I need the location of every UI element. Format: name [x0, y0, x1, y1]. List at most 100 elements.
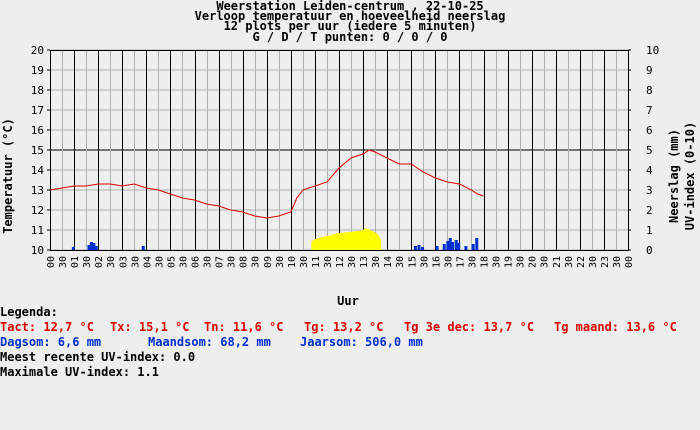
y2-tick-label: 5 — [646, 144, 653, 157]
x-tick-label: 05 — [166, 256, 177, 268]
x-tick-label: 22 — [576, 256, 587, 268]
x-axis-label: Uur — [337, 294, 359, 308]
x-minor-tick-label: 30 — [443, 256, 454, 268]
x-minor-tick-label: 30 — [564, 256, 575, 268]
x-tick-label: 21 — [552, 256, 563, 268]
y-tick-label: 11 — [31, 224, 44, 237]
x-minor-tick-label: 30 — [347, 256, 358, 268]
x-tick-label: 19 — [504, 256, 515, 268]
y2-tick-label: 1 — [646, 224, 653, 237]
y-tick-label: 12 — [31, 204, 44, 217]
rain-bar — [413, 246, 417, 250]
grid — [50, 49, 629, 251]
legend-uv-max: Maximale UV-index: 1.1 — [0, 365, 159, 379]
rain-bar — [451, 242, 455, 250]
rain-bar — [435, 246, 439, 250]
x-tick-label: 04 — [142, 256, 153, 268]
legend-dagsom: Dagsom: 6,6 mm — [0, 335, 102, 349]
x-tick-label: 15 — [407, 256, 418, 268]
weather-chart: Weerstation Leiden-centrum , 22-10-25 Ve… — [1, 0, 697, 308]
legend-uv-recent: Meest recente UV-index: 0.0 — [0, 350, 196, 364]
rain-bar — [87, 245, 91, 250]
x-minor-tick-label: 30 — [588, 256, 599, 268]
x-tick-label: 12 — [335, 256, 346, 268]
legend-tn: Tn: 11,6 °C — [204, 320, 284, 334]
rain-bar — [141, 246, 145, 250]
y-tick-label: 13 — [31, 184, 44, 197]
x-tick-label: 17 — [455, 256, 466, 268]
rain-bar — [464, 246, 468, 250]
rain-bar — [475, 238, 479, 250]
y2-tick-label: 3 — [646, 184, 653, 197]
x-minor-tick-label: 30 — [612, 256, 623, 268]
x-tick-label: 03 — [118, 256, 129, 268]
x-tick-label: 06 — [191, 256, 202, 268]
y-tick-label: 20 — [31, 44, 44, 57]
x-minor-tick-label: 30 — [227, 256, 238, 268]
x-minor-tick-label: 30 — [82, 256, 93, 268]
legend-tact: Tact: 12,7 °C — [0, 320, 94, 334]
rain-bar — [454, 240, 458, 250]
x-tick-label: 00 — [624, 256, 635, 268]
legend-rain-row: Dagsom: 6,6 mm Maandsom: 68,2 mm Jaarsom… — [0, 335, 700, 349]
y2-tick-label: 8 — [646, 84, 653, 97]
legend-title: Legenda: — [0, 305, 58, 319]
rain-bar — [92, 243, 96, 250]
legend-temperature-row: Tact: 12,7 °C Tx: 15,1 °C Tn: 11,6 °C Tg… — [0, 320, 700, 334]
y-tick-label: 16 — [31, 124, 44, 137]
y-tick-label: 19 — [31, 64, 44, 77]
chart-titles: Weerstation Leiden-centrum , 22-10-25 Ve… — [195, 0, 506, 44]
legend-tg-maand: Tg maand: 13,6 °C — [554, 320, 677, 334]
title-description: Verloop temperatuur en hoeveelheid neers… — [195, 9, 506, 23]
x-tick-label: 11 — [311, 256, 322, 268]
y-tick-label: 17 — [31, 104, 44, 117]
rain-bar — [89, 242, 93, 250]
x-minor-tick-label: 30 — [299, 256, 310, 268]
x-tick-label: 23 — [600, 256, 611, 268]
x-minor-tick-label: 30 — [154, 256, 165, 268]
y2-tick-label: 9 — [646, 64, 653, 77]
x-minor-tick-label: 30 — [275, 256, 286, 268]
x-minor-tick-label: 30 — [130, 256, 141, 268]
x-tick-label: 10 — [287, 256, 298, 268]
x-minor-tick-label: 30 — [395, 256, 406, 268]
x-minor-tick-label: 30 — [251, 256, 262, 268]
legend-tx: Tx: 15,1 °C — [110, 320, 190, 334]
temperature-line — [49, 149, 484, 219]
y2-tick-label: 0 — [646, 244, 653, 257]
y2-tick-label: 2 — [646, 204, 653, 217]
rain-bar — [421, 247, 425, 250]
rain-bar — [442, 244, 446, 250]
rain-bar — [417, 245, 421, 250]
y-tick-label: 15 — [31, 144, 44, 157]
y-axis-label-temperature: Temperatuur (°C) — [1, 118, 15, 234]
uv-area — [311, 228, 382, 250]
x-tick-label: 20 — [528, 256, 539, 268]
x-minor-tick-label: 30 — [467, 256, 478, 268]
y-tick-label: 10 — [31, 244, 44, 257]
x-tick-label: 02 — [94, 256, 105, 268]
x-minor-tick-label: 30 — [106, 256, 117, 268]
rain-bar — [94, 246, 98, 250]
x-tick-label: 01 — [70, 256, 81, 268]
x-minor-tick-label: 30 — [371, 256, 382, 268]
x-tick-label: 07 — [215, 256, 226, 268]
temperature-line-group — [49, 149, 484, 219]
legend-maandsom: Maandsom: 68,2 mm — [148, 335, 271, 349]
x-tick-label: 18 — [480, 256, 491, 268]
x-tick-label: 13 — [359, 256, 370, 268]
legend-tg-3e-dec: Tg 3e dec: 13,7 °C — [404, 320, 535, 334]
x-tick-label: 09 — [263, 256, 274, 268]
legend-tg: Tg: 13,2 °C — [304, 320, 384, 334]
x-tick-label: 14 — [383, 256, 394, 268]
rain-bar — [446, 241, 450, 250]
y-tick-label: 14 — [31, 164, 45, 177]
uv-index-area — [311, 228, 382, 250]
y-tick-label: 18 — [31, 84, 44, 97]
title-points: G / D / T punten: 0 / 0 / 0 — [252, 30, 447, 44]
x-tick-label: 00 — [46, 256, 57, 268]
x-minor-tick-label: 30 — [540, 256, 551, 268]
rain-bar — [457, 243, 461, 250]
y-axis-label-rain: Neerslag (mm) — [667, 129, 681, 223]
